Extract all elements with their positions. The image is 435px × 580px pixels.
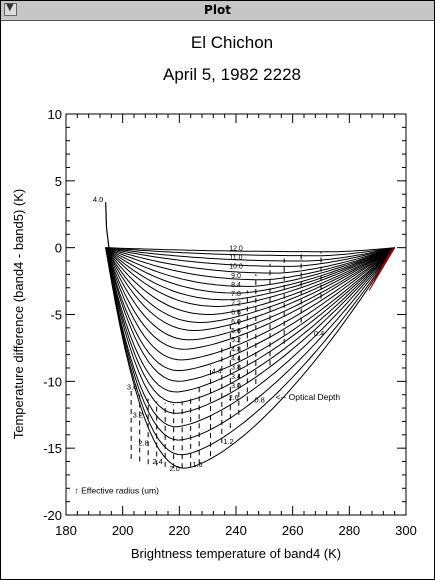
optical-depth-curve — [105, 247, 395, 294]
curve-value-label: 8.4 — [231, 282, 241, 289]
curve-value-label: 4.4 — [212, 368, 222, 375]
effective-radius-label: 2.0 — [169, 464, 179, 473]
effective-radius-label: 2.4 — [152, 457, 162, 466]
chart-canvas: El Chichon April 5, 1982 2228 180 200 220 2… — [11, 33, 417, 561]
curve-value-label: 3.4 — [231, 374, 241, 381]
curve-value-label: 5.2 — [231, 337, 241, 344]
optical-depth-curve — [105, 247, 395, 253]
curve-value-label: 6.6 — [231, 310, 241, 317]
x-tick-label: 260 — [282, 523, 304, 538]
curve-value-label: 6.0 — [231, 319, 241, 326]
x-tick-label: 200 — [112, 523, 134, 538]
effective-radius-label: 1.2 — [223, 437, 233, 446]
curve-value-label: 11.0 — [229, 255, 242, 262]
curve-labels: 4.0 3.6 3.2 2.8 2.4 2.0 1.6 1.2 0.8 0.4 12.0 11.0 10… — [75, 195, 341, 495]
x-axis-label: Brightness temperature of band4 (K) — [131, 546, 341, 561]
menu-arrow-icon: ▼ — [6, 2, 14, 13]
effective-radius-label: 3.6 — [127, 382, 137, 391]
y-tick-label: 5 — [55, 174, 62, 189]
curve-value-label: 9.0 — [231, 273, 241, 280]
y-axis-label: Temperature difference (band4 - band5) (… — [11, 189, 26, 440]
curve-value-label: 5.6 — [231, 328, 241, 335]
chart-subtitle: April 5, 1982 2228 — [163, 65, 301, 84]
curve-value-label: 2.6 — [229, 395, 239, 402]
clear-sky-convergence-line — [389, 247, 396, 254]
curve-value-label: 4.8 — [231, 346, 241, 353]
effective-radius-label: 3.2 — [133, 410, 143, 419]
optical-depth-curve — [105, 247, 395, 331]
y-tick-label: -20 — [43, 508, 62, 523]
optical-depth-curve — [105, 247, 396, 414]
optical-depth-curve — [105, 247, 395, 274]
effective-radius-lines — [130, 251, 322, 469]
effective-radius-label: 2.8 — [138, 438, 148, 447]
optical-depth-curve — [105, 247, 396, 456]
curve-value-label: 12.0 — [229, 245, 243, 252]
title-bar[interactable]: ▼ Plot — [1, 1, 434, 21]
optical-depth-curve — [105, 247, 396, 382]
effective-radius-label: 1.6 — [192, 460, 202, 469]
y-tick-label: -15 — [43, 441, 62, 456]
optical-depth-curves — [105, 202, 396, 469]
curve-value-label: 3.8 — [231, 365, 241, 372]
optical-depth-curve — [105, 247, 396, 361]
curve-value-label: 10.0 — [229, 264, 243, 271]
optical-depth-curve — [105, 247, 395, 287]
curve-value-label: 7.2 — [231, 300, 241, 307]
x-tick-label: 280 — [338, 523, 360, 538]
x-tick-label: 300 — [395, 523, 417, 538]
optical-depth-curve — [105, 247, 395, 267]
window-menu-button[interactable]: ▼ — [4, 2, 17, 16]
x-tick-label: 180 — [55, 523, 77, 538]
optical-depth-curve — [105, 247, 396, 469]
curve-value-label: 4.4 — [231, 355, 241, 362]
effective-radius-label: 0.4 — [314, 329, 324, 338]
curve-value-label: 3.0 — [231, 383, 241, 390]
optical-depth-curve — [105, 247, 395, 301]
optical-depth-curve — [105, 247, 395, 308]
curve-value-label: 7.8 — [231, 291, 241, 298]
y-tick-label: -5 — [50, 308, 62, 323]
optical-depth-curve — [105, 247, 395, 324]
annotation-label: ↑ Effective radius (um) — [75, 486, 160, 496]
effective-radius-label: 4.0 — [93, 195, 103, 204]
chart-title: El Chichon — [191, 33, 273, 52]
optical-depth-curve — [105, 247, 396, 441]
window-title: Plot — [204, 3, 231, 17]
axis-ticks: 180 200 220 240 260 280 300 -20 -15 -10 -5 0 5 10 — [43, 107, 417, 538]
y-tick-label: 0 — [55, 241, 62, 256]
y-tick-label: -10 — [43, 374, 62, 389]
optical-depth-curve — [105, 247, 395, 281]
optical-depth-curve — [105, 247, 396, 428]
optical-depth-curve — [105, 247, 396, 372]
optical-depth-curve — [105, 247, 395, 341]
annotation-label: <-- Optical Depth — [276, 392, 341, 402]
optical-depth-curve — [105, 247, 395, 262]
x-tick-label: 240 — [225, 523, 247, 538]
x-tick-label: 220 — [168, 523, 190, 538]
optical-depth-curve — [105, 247, 395, 350]
optical-depth-curve — [105, 247, 396, 393]
small-particle-spike — [105, 202, 110, 250]
optical-depth-curve — [105, 247, 396, 404]
effective-radius-label: 0.8 — [254, 396, 264, 405]
y-tick-label: 10 — [48, 107, 62, 122]
optical-depth-curve — [105, 247, 395, 257]
optical-depth-curve — [105, 247, 395, 315]
